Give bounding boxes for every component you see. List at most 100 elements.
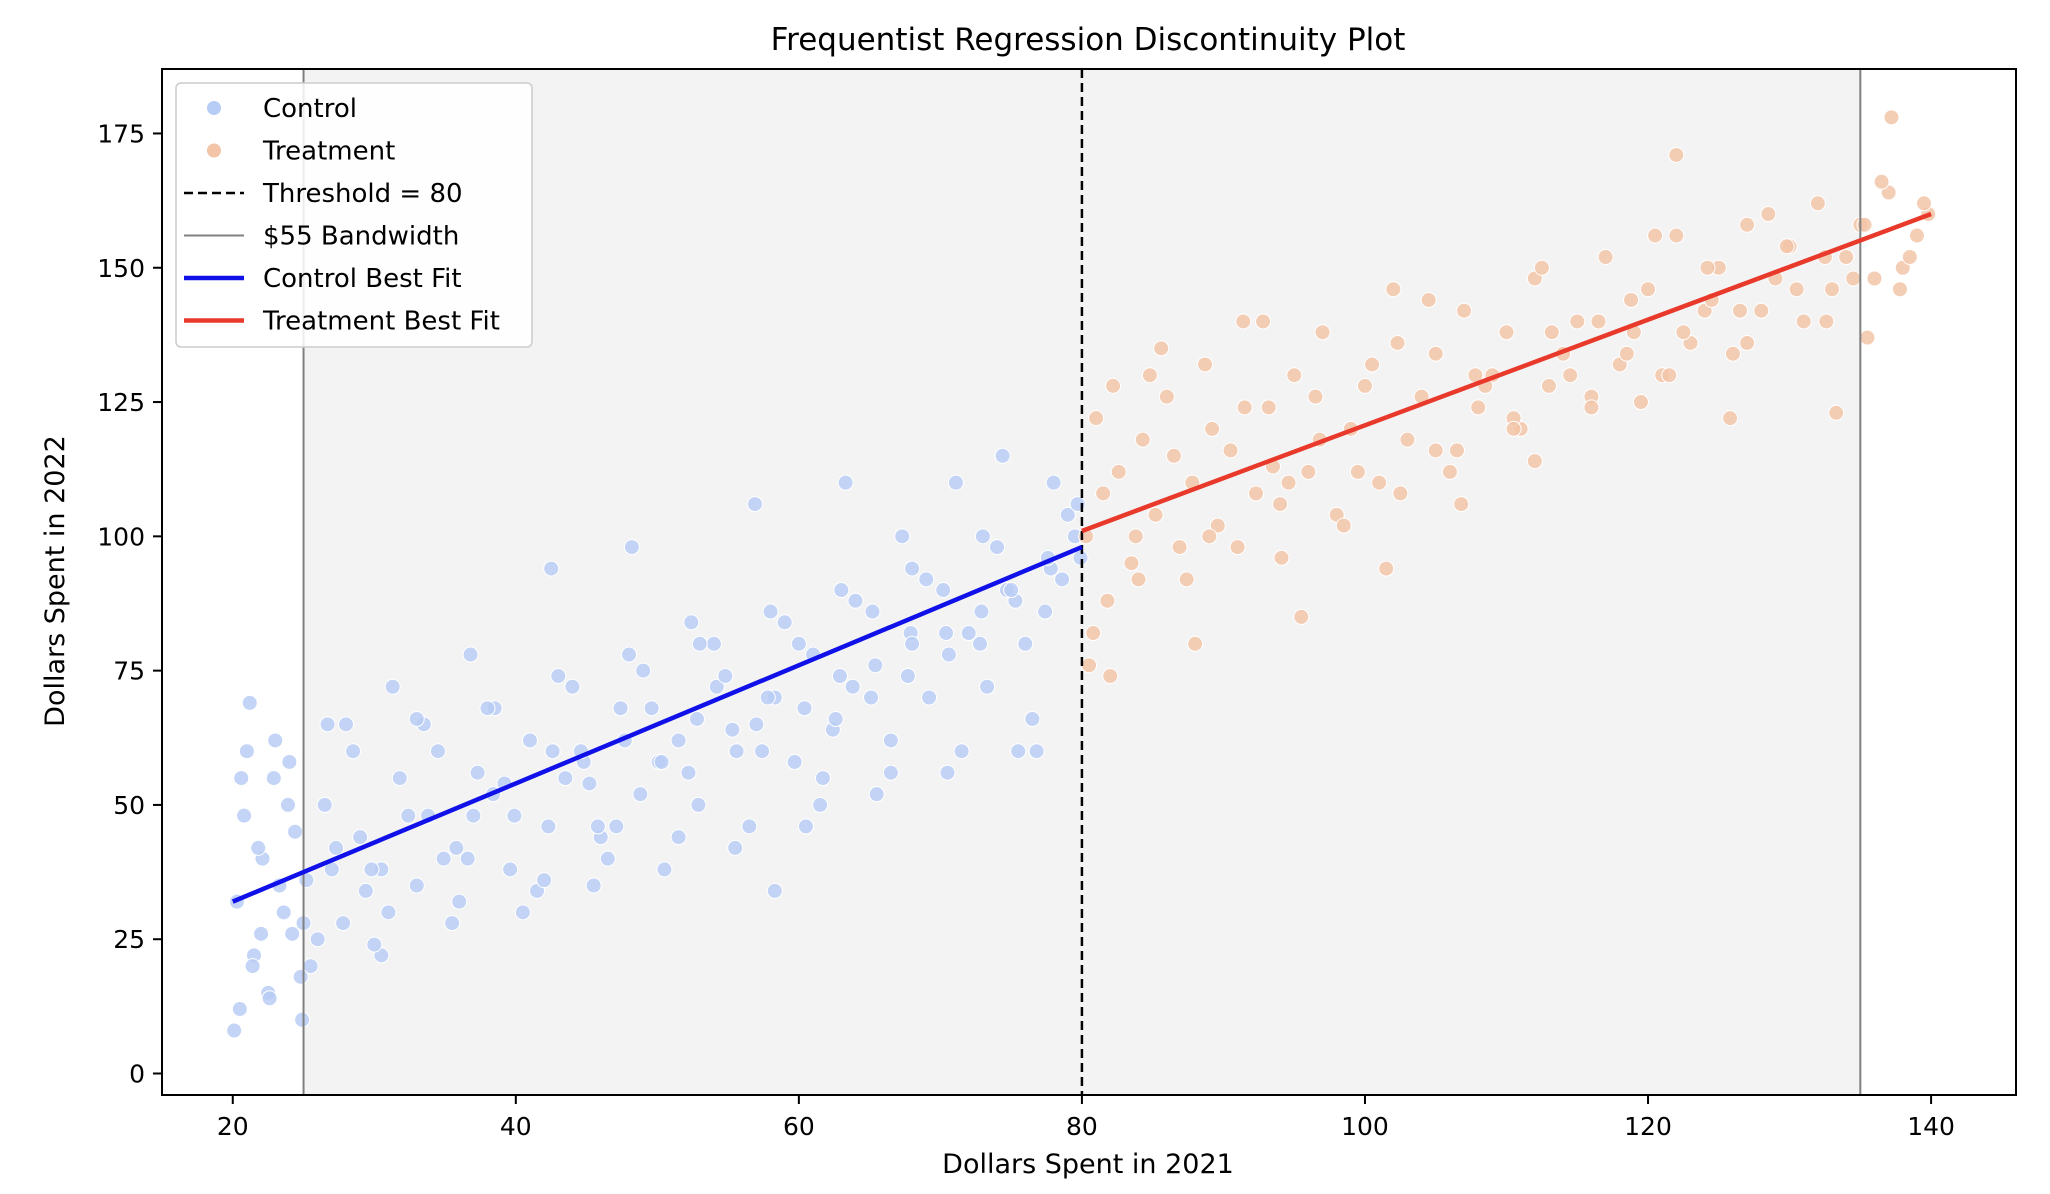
control-point	[316, 796, 333, 813]
legend-label: $55 Bandwidth	[263, 222, 459, 252]
control-point	[363, 861, 380, 878]
control-point	[1045, 474, 1062, 491]
treatment-point	[1498, 324, 1515, 341]
control-point	[599, 850, 616, 867]
control-point	[479, 700, 496, 717]
control-point	[882, 732, 899, 749]
control-point	[635, 662, 652, 679]
control-point	[863, 689, 880, 706]
control-point	[459, 850, 476, 867]
treatment-point	[1583, 399, 1600, 416]
treatment-point	[1392, 485, 1409, 502]
treatment-point	[1197, 356, 1214, 373]
treatment-point	[1533, 259, 1550, 276]
x-tick-label: 40	[500, 1112, 532, 1141]
treatment-point	[1385, 281, 1402, 298]
control-point	[241, 694, 258, 711]
treatment-point	[1286, 367, 1303, 384]
control-point	[261, 990, 278, 1007]
control-point	[762, 603, 779, 620]
control-point	[244, 958, 261, 975]
control-point	[947, 474, 964, 491]
treatment-point	[1427, 442, 1444, 459]
treatment-point	[1456, 302, 1473, 319]
control-point	[309, 931, 326, 948]
control-point	[939, 764, 956, 781]
control-point	[236, 807, 253, 824]
control-point	[357, 882, 374, 899]
control-point	[408, 877, 425, 894]
treatment-point	[1273, 549, 1290, 566]
control-point	[1024, 710, 1041, 727]
treatment-point	[1356, 377, 1373, 394]
y-tick-label: 25	[113, 925, 145, 954]
treatment-point	[1280, 474, 1297, 491]
control-point	[265, 770, 282, 787]
control-point	[292, 968, 309, 985]
treatment-point	[1883, 109, 1900, 126]
control-point	[960, 625, 977, 642]
treatment-point	[1349, 463, 1366, 480]
legend-label: Threshold = 80	[262, 179, 463, 209]
treatment-point	[1540, 377, 1557, 394]
treatment-point	[1562, 367, 1579, 384]
control-point	[448, 839, 465, 856]
treatment-point	[1448, 442, 1465, 459]
control-point	[612, 700, 629, 717]
treatment-point	[1753, 302, 1770, 319]
control-point	[557, 770, 574, 787]
control-point	[831, 668, 848, 685]
treatment-point	[1420, 291, 1437, 308]
control-point	[564, 678, 581, 695]
treatment-point	[1178, 571, 1195, 588]
treatment-point	[1427, 345, 1444, 362]
control-point	[827, 710, 844, 727]
treatment-point	[1110, 463, 1127, 480]
treatment-point	[1453, 496, 1470, 513]
control-point	[1054, 571, 1071, 588]
treatment-point	[1095, 485, 1112, 502]
treatment-point	[1260, 399, 1277, 416]
legend-marker	[206, 142, 222, 159]
x-axis: 20 40 60 80 100 120 140	[217, 1095, 1955, 1141]
treatment-point	[1699, 259, 1716, 276]
control-point	[632, 786, 649, 803]
x-tick-label: 60	[783, 1112, 815, 1141]
treatment-point	[1099, 592, 1116, 609]
treatment-point	[1209, 517, 1226, 534]
control-point	[724, 721, 741, 738]
control-point	[408, 710, 425, 727]
legend-item: $55 Bandwidth	[184, 222, 459, 252]
x-tick-label: 140	[1907, 1112, 1955, 1141]
control-point	[844, 678, 861, 695]
treatment-point	[1675, 324, 1692, 341]
treatment-point	[1371, 474, 1388, 491]
control-point	[294, 1011, 311, 1028]
control-point	[833, 582, 850, 599]
treatment-point	[1364, 356, 1381, 373]
treatment-point	[1809, 195, 1826, 212]
control-point	[623, 539, 640, 556]
treatment-point	[1300, 463, 1317, 480]
treatment-point	[1102, 668, 1119, 685]
treatment-point	[1293, 608, 1310, 625]
treatment-point	[1105, 377, 1122, 394]
control-point	[581, 775, 598, 792]
y-axis: 0 25 50 75 100 125 150 175	[97, 119, 162, 1089]
control-point	[814, 770, 831, 787]
treatment-point	[1127, 528, 1144, 545]
legend-item: Control Best Fit	[184, 264, 462, 294]
control-point	[796, 700, 813, 717]
control-point	[469, 764, 486, 781]
control-point	[994, 447, 1011, 464]
control-point	[506, 807, 523, 824]
control-point	[384, 678, 401, 695]
control-point	[328, 839, 345, 856]
treatment-best-fit-line	[1081, 211, 1932, 534]
treatment-point	[1828, 404, 1845, 421]
control-point	[708, 678, 725, 695]
treatment-point	[1134, 431, 1151, 448]
control-point	[746, 496, 763, 513]
treatment-point	[1141, 367, 1158, 384]
control-point	[904, 635, 921, 652]
